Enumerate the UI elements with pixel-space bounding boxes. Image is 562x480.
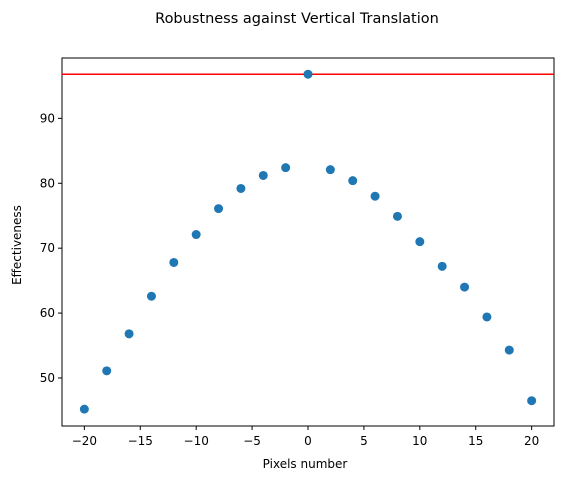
data-point [326,165,335,174]
data-point [460,283,469,292]
data-point [147,292,156,301]
data-point [527,396,536,405]
x-tick-label: −20 [72,434,97,448]
y-axis-label: Effectiveness [10,205,24,285]
y-tick-label: 60 [40,306,55,320]
data-point [192,230,201,239]
y-tick-label: 70 [40,241,55,255]
x-tick-label: −15 [128,434,153,448]
data-point [482,312,491,321]
data-point [304,70,313,79]
y-axis-ticks: 50 60 70 80 90 [40,111,62,385]
data-point [415,237,424,246]
data-point [80,405,89,414]
x-tick-label: −5 [243,434,261,448]
data-point [259,171,268,180]
data-points [80,70,536,414]
data-point [281,163,290,172]
data-point [125,329,134,338]
data-point [438,262,447,271]
x-tick-label: −10 [184,434,209,448]
y-tick-label: 90 [40,111,55,125]
data-point [214,204,223,213]
x-tick-label: 20 [524,434,539,448]
y-tick-label: 50 [40,371,55,385]
x-tick-label: 5 [360,434,368,448]
data-point [102,366,111,375]
x-tick-label: 10 [412,434,427,448]
x-tick-label: 15 [468,434,483,448]
data-point [169,258,178,267]
data-point [371,192,380,201]
data-point [505,346,514,355]
data-point [393,212,402,221]
x-axis-label: Pixels number [263,457,348,471]
data-point [236,184,245,193]
axes-frame [62,58,554,426]
x-axis-ticks: −20 −15 −10 −5 0 5 10 15 20 [72,426,540,448]
chart-title: Robustness against Vertical Translation [155,11,439,27]
data-point [348,176,357,185]
x-tick-label: 0 [304,434,312,448]
plot-area: −20 −15 −10 −5 0 5 10 15 20 50 60 70 80 90 [40,58,554,448]
y-tick-label: 80 [40,176,55,190]
